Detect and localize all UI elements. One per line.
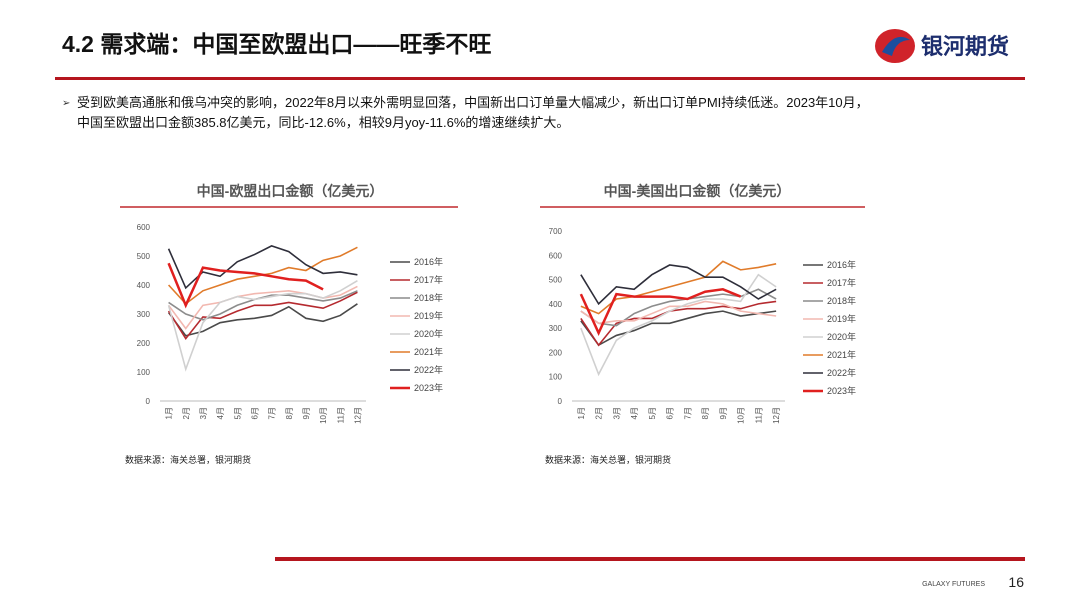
x-tick-label: 6月 — [250, 407, 259, 419]
x-tick-label: 9月 — [302, 407, 311, 419]
y-tick-label: 300 — [137, 310, 151, 319]
x-tick-label: 2月 — [182, 407, 191, 419]
x-tick-label: 10月 — [319, 407, 328, 424]
x-tick-label: 3月 — [199, 407, 208, 419]
x-tick-label: 4月 — [630, 407, 639, 419]
y-tick-label: 600 — [549, 251, 563, 260]
legend-label: 2019年 — [827, 313, 856, 324]
legend-label: 2018年 — [827, 295, 856, 306]
header-rule — [55, 77, 1025, 80]
series-line — [580, 264, 777, 306]
legend-label: 2017年 — [414, 274, 443, 285]
logo-text: 银河期货 — [921, 34, 1009, 59]
legend-label: 2017年 — [827, 277, 856, 288]
legend-label: 2022年 — [827, 367, 856, 378]
source-note: 数据来源：海关总署，银河期货 — [545, 454, 671, 465]
y-tick-label: 0 — [558, 397, 563, 406]
legend-label: 2022年 — [414, 364, 443, 375]
x-tick-label: 3月 — [612, 407, 621, 419]
y-tick-label: 300 — [549, 324, 563, 333]
series-line — [580, 310, 777, 347]
page-number: 16 — [1008, 574, 1024, 590]
series-line — [167, 262, 324, 309]
x-tick-label: 2月 — [595, 407, 604, 419]
x-tick-label: 11月 — [754, 407, 763, 423]
y-tick-label: 0 — [146, 397, 151, 406]
y-tick-label: 100 — [549, 373, 563, 382]
series-line — [579, 288, 742, 337]
legend-label: 2021年 — [827, 349, 856, 360]
legend-label: 2021年 — [414, 346, 443, 357]
x-tick-label: 8月 — [701, 407, 710, 419]
x-tick-label: 1月 — [165, 407, 174, 419]
series-line — [167, 303, 358, 337]
y-tick-label: 100 — [137, 368, 151, 377]
y-tick-label: 700 — [549, 227, 563, 236]
legend-label: 2020年 — [827, 331, 856, 342]
legend-label: 2019年 — [414, 310, 443, 321]
series-line — [580, 300, 777, 347]
legend-label: 2018年 — [414, 292, 443, 303]
logo: 银河期货 — [875, 29, 1009, 63]
chart-title: 中国-美国出口金额（亿美元） — [604, 183, 791, 199]
x-tick-label: 6月 — [666, 407, 675, 419]
x-tick-label: 11月 — [336, 407, 345, 423]
bullet-line: 中国至欧盟出口金额385.8亿美元，同比-12.6%，相较9月yoy-11.6%… — [77, 115, 569, 130]
x-tick-label: 12月 — [772, 407, 781, 424]
series-line — [167, 285, 358, 330]
y-tick-label: 600 — [137, 223, 151, 232]
y-tick-label: 400 — [137, 281, 151, 290]
series-line — [580, 273, 777, 377]
source-note: 数据来源：海关总署，银河期货 — [125, 454, 251, 465]
legend-label: 2023年 — [414, 382, 443, 393]
y-tick-label: 500 — [137, 252, 151, 261]
x-tick-label: 4月 — [216, 407, 225, 419]
y-tick-label: 200 — [549, 348, 563, 357]
y-tick-label: 400 — [549, 300, 563, 309]
series-line — [167, 279, 358, 372]
footer-brand: GALAXY FUTURES — [922, 581, 985, 588]
logo-swoosh — [882, 36, 910, 56]
legend-label: 2016年 — [827, 259, 856, 270]
x-tick-label: 5月 — [648, 407, 657, 419]
x-tick-label: 10月 — [737, 407, 746, 424]
legend-label: 2020年 — [414, 328, 443, 339]
legend-label: 2023年 — [827, 385, 856, 396]
chart-title: 中国-欧盟出口金额（亿美元） — [197, 183, 384, 199]
x-tick-label: 12月 — [353, 407, 362, 424]
series-line — [167, 291, 358, 341]
x-tick-label: 5月 — [233, 407, 242, 419]
bullet-marker: ➢ — [62, 98, 70, 109]
x-tick-label: 8月 — [285, 407, 294, 419]
x-tick-label: 7月 — [683, 407, 692, 419]
legend-label: 2016年 — [414, 256, 443, 267]
series-line — [580, 288, 777, 327]
x-tick-label: 9月 — [719, 407, 728, 419]
footer-rule — [275, 557, 1025, 561]
bullet-line: 受到欧美高通胀和俄乌冲突的影响，2022年8月以来外需明显回落，中国新出口订单量… — [77, 95, 869, 110]
slide-title: 4.2 需求端：中国至欧盟出口——旺季不旺 — [62, 31, 491, 57]
x-tick-label: 1月 — [577, 407, 586, 419]
series-line — [580, 300, 777, 325]
x-tick-label: 7月 — [268, 407, 277, 419]
y-tick-label: 200 — [137, 339, 151, 348]
y-tick-label: 500 — [549, 276, 563, 285]
